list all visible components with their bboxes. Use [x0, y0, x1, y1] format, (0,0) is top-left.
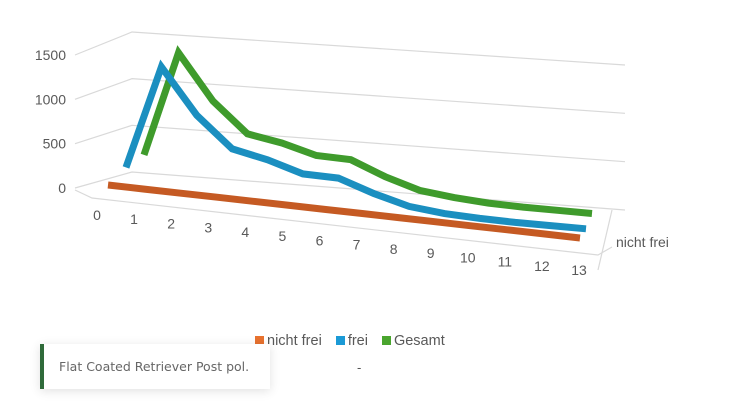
- floor-edge: [74, 189, 613, 256]
- legend: nicht frei frei Gesamt: [255, 333, 445, 349]
- depth-axis: [597, 209, 613, 271]
- x-tick-label: 5: [278, 228, 286, 244]
- x-tick-label: 0: [93, 207, 101, 223]
- x-tick-label: 12: [534, 258, 550, 274]
- legend-item-frei: frei: [335, 333, 368, 349]
- gridline: [74, 78, 626, 114]
- depth-axis-label: nicht frei: [616, 234, 669, 250]
- y-tick-label: 0: [58, 180, 66, 196]
- series-line-nicht-frei: [107, 181, 581, 242]
- dash-text: -: [357, 360, 362, 375]
- y-tick-label: 500: [43, 136, 67, 152]
- x-tick-label: 1: [130, 211, 138, 227]
- legend-item-gesamt: Gesamt: [381, 333, 445, 349]
- series-line-gesamt: [140, 45, 593, 217]
- x-tick-label: 10: [460, 249, 476, 265]
- y-tick-label: 1000: [35, 91, 66, 107]
- x-tick-label: 4: [241, 224, 249, 240]
- series-line-frei: [122, 59, 587, 233]
- x-tick-label: 9: [427, 245, 435, 261]
- x-tick-label: 7: [353, 237, 361, 253]
- image-caption: Flat Coated Retriever Post pol.: [40, 344, 270, 389]
- gridline: [74, 124, 626, 163]
- x-tick-label: 3: [204, 220, 212, 236]
- x-tick-label: 2: [167, 215, 175, 231]
- legend-item-nicht-frei: nicht frei: [255, 333, 322, 349]
- y-tick-label: 1500: [35, 47, 66, 63]
- gridline: [74, 31, 626, 66]
- x-tick-label: 11: [498, 254, 513, 270]
- x-tick-label: 8: [390, 241, 398, 257]
- x-tick-label: 6: [316, 232, 324, 248]
- x-tick-label: 13: [571, 262, 587, 278]
